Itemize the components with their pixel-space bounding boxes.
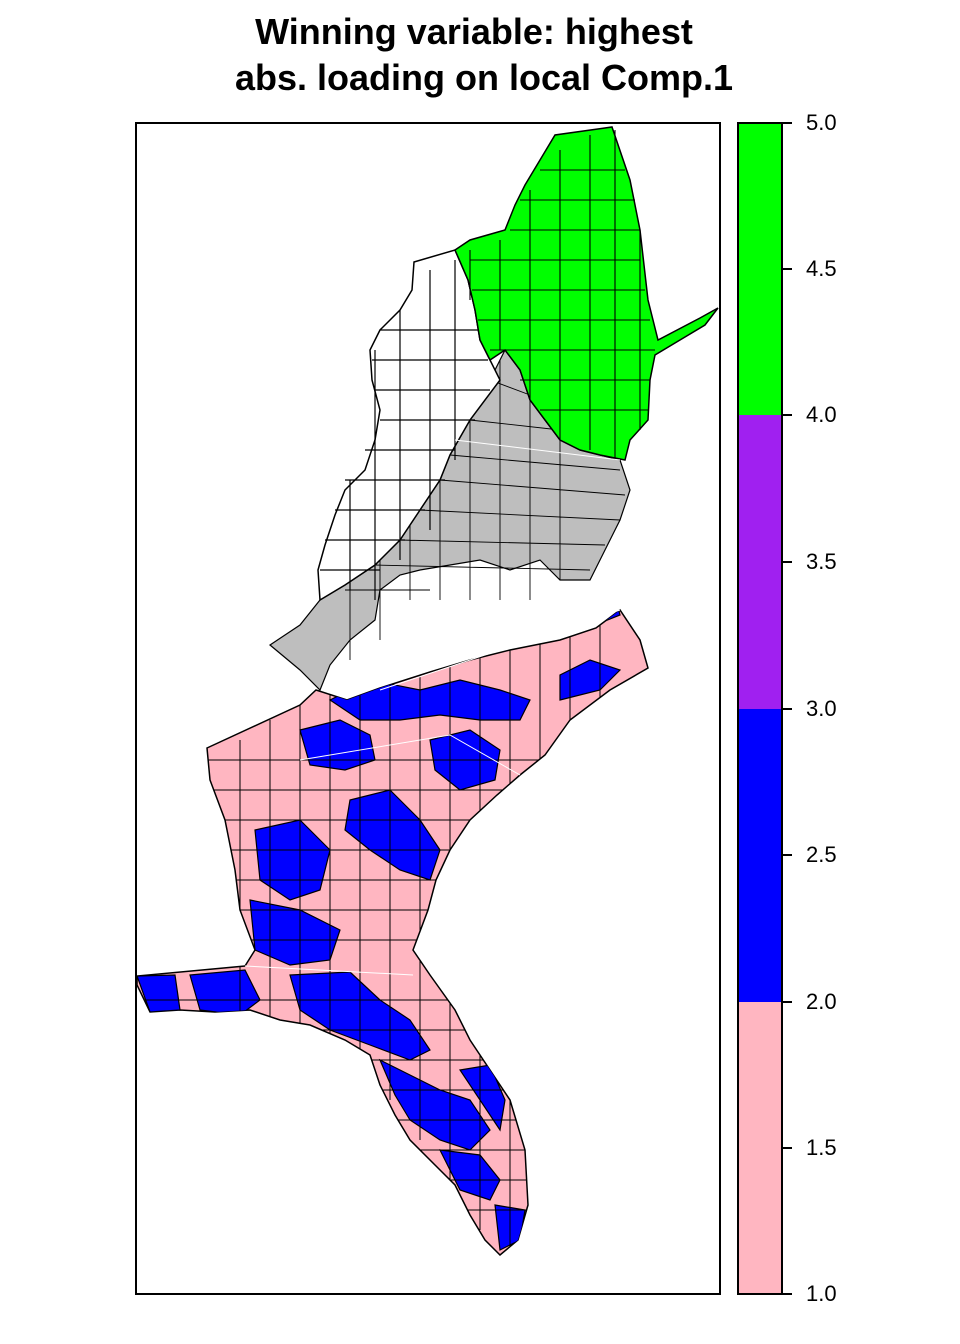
legend-tick-label: 1.5 [806, 1135, 837, 1161]
map-title-line-2: abs. loading on local Comp.1 [234, 57, 734, 98]
legend-tick [783, 707, 792, 710]
legend-tick [783, 122, 792, 124]
legend-frame [737, 122, 783, 1295]
legend-tick [783, 1000, 792, 1003]
legend-segment [737, 415, 783, 709]
legend-tick [783, 267, 792, 270]
map-title-line-1: Winning variable: highest [255, 11, 693, 52]
state-borders [244, 439, 621, 976]
legend-segment [737, 122, 783, 416]
legend-tick-label: 3.5 [806, 548, 837, 574]
legend-tick-label: 4.5 [806, 255, 837, 281]
legend-tick [783, 854, 792, 857]
county-boundaries [469, 130, 655, 460]
legend-tick [783, 560, 792, 563]
blue-county-cluster [438, 1149, 501, 1201]
county-boundaries [320, 260, 490, 600]
legend-tick [783, 1147, 792, 1150]
legend-tick-label: 2.5 [806, 842, 837, 868]
blue-county-cluster [189, 969, 261, 1016]
blue-county-cluster [559, 659, 622, 701]
southeast-region [136, 609, 649, 1256]
northeast-region [454, 126, 719, 461]
legend-tick-label: 5.0 [806, 110, 837, 135]
legend-color-bar [737, 122, 783, 1295]
blue-county-cluster [137, 974, 181, 1013]
legend-tick-label: 1.0 [806, 1281, 837, 1306]
legend-tick-label: 2.0 [806, 988, 837, 1014]
legend-segment [737, 708, 783, 1002]
green-area [454, 126, 719, 461]
legend-tick-label: 4.0 [806, 402, 837, 428]
legend-segment [737, 1001, 783, 1295]
legend-tick [783, 414, 792, 417]
county-boundaries [345, 360, 626, 660]
legend-tick [783, 1293, 792, 1295]
legend-tick-label: 3.0 [806, 695, 837, 721]
